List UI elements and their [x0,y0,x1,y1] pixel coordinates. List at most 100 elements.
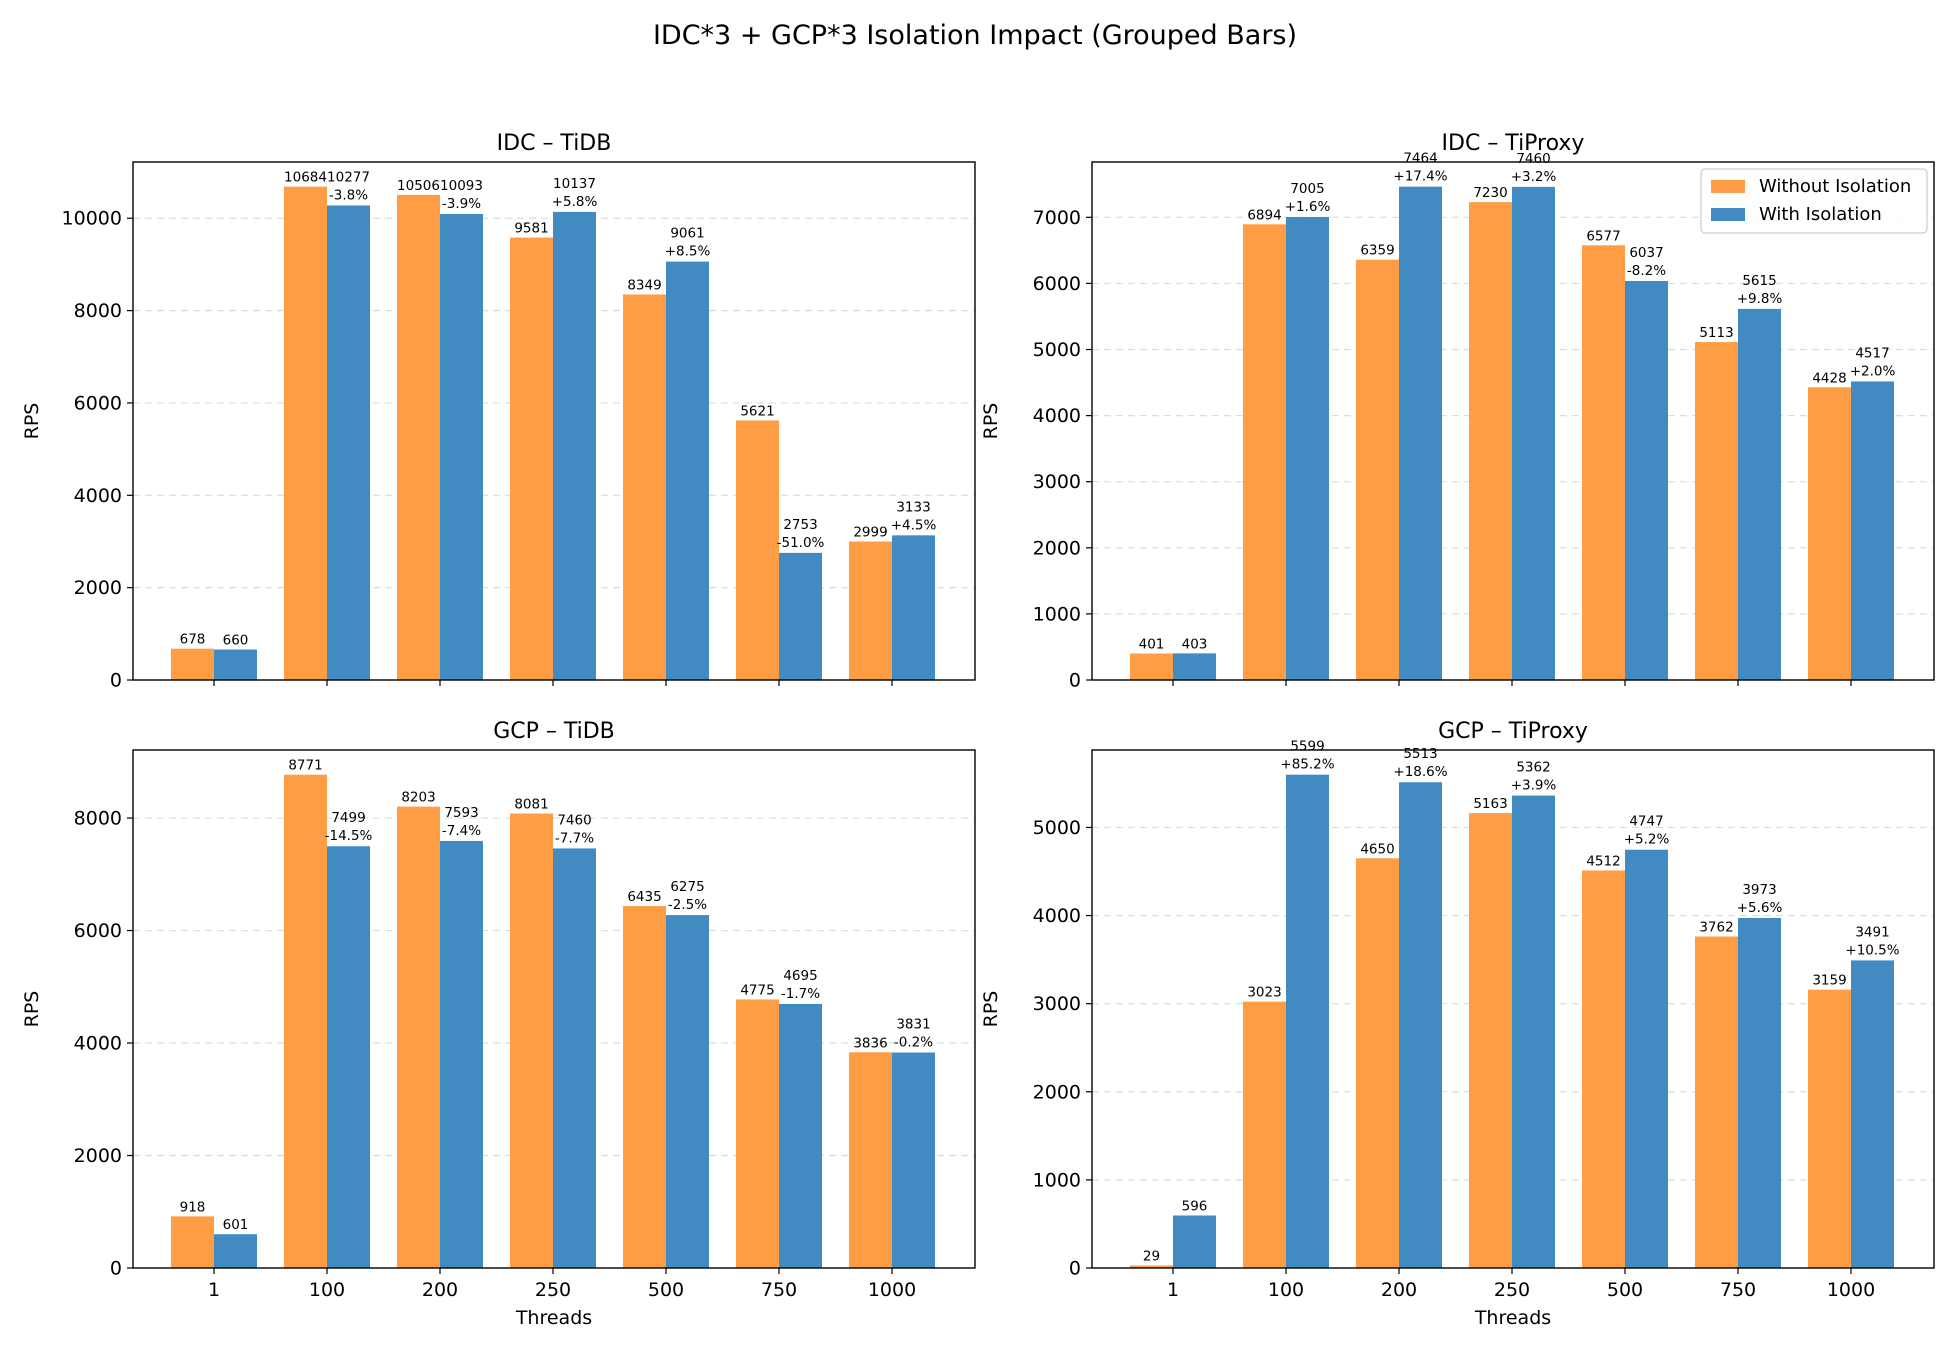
change-label: +5.2% [1624,832,1670,848]
bar-without-isolation [1356,259,1399,680]
panel-title: GCP – TiDB [493,719,615,744]
figure-title: IDC*3 + GCP*3 Isolation Impact (Grouped … [652,20,1298,51]
legend-label: Without Isolation [1759,176,1911,197]
bar-with-isolation [666,261,709,680]
bar-with-isolation [440,213,483,681]
value-label-with: 7460 [557,812,591,828]
y-tick-label: 4000 [74,485,122,507]
y-tick-label: 5000 [1033,339,1081,361]
change-label: +1.6% [1285,199,1331,215]
value-label-without: 9581 [514,221,548,237]
value-label-with: 7005 [1290,181,1324,197]
value-label-with: 7464 [1403,151,1437,167]
value-label-without: 6577 [1586,228,1620,244]
change-label: +85.2% [1280,757,1334,773]
value-label-with: 7499 [331,810,365,826]
value-label-with: 7460 [1516,151,1550,167]
bar-with-isolation [327,205,370,680]
bar-without-isolation [397,194,440,680]
value-label-without: 8203 [401,790,435,806]
bar-with-isolation [1738,308,1781,680]
chart-panel-2: 401 403 6894 7005 +1.6% 6359 7464 +17.4% 7230 746… [980,131,1935,692]
bar-without-isolation [1356,858,1399,1268]
y-tick-label: 0 [1069,670,1081,692]
x-tick-label: 1 [208,1279,220,1301]
value-label-without: 4775 [740,982,774,998]
value-label-without: 5113 [1699,325,1733,341]
bar-without-isolation [1469,813,1512,1268]
value-label-without: 3762 [1699,920,1733,936]
y-tick-label: 0 [110,670,122,692]
change-label: -1.7% [781,986,820,1002]
y-tick-label: 3000 [1033,471,1081,493]
bar-without-isolation [397,806,440,1268]
change-label: -3.8% [329,187,368,203]
bar-with-isolation [779,1003,822,1268]
x-axis-label: Threads [515,1307,592,1329]
chart-panel-4: 29 596 1 3023 5599 +85.2% 100 4650 5513 +18.6% 200… [980,719,1935,1329]
bar-with-isolation [1173,1215,1216,1268]
y-tick-label: 6000 [74,920,122,942]
value-label-with: 601 [223,1217,249,1233]
value-label-with: 7593 [444,805,478,821]
y-tick-label: 1000 [1033,1169,1081,1191]
bar-without-isolation [1130,1265,1173,1268]
x-tick-label: 750 [761,1279,797,1301]
change-label: -3.9% [442,196,481,212]
change-label: +18.6% [1393,764,1447,780]
bar-with-isolation [214,649,257,680]
value-label-without: 401 [1139,636,1165,652]
change-label: -7.7% [555,830,594,846]
y-axis-label: RPS [21,403,43,440]
axes-frame [1091,161,1935,681]
value-label-without: 7230 [1473,185,1507,201]
x-axis-label: Threads [1474,1307,1551,1329]
x-tick-label: 1000 [1827,1279,1875,1301]
y-tick-label: 5000 [1033,817,1081,839]
bar-without-isolation [849,1052,892,1268]
bar-with-isolation [327,846,370,1268]
x-tick-label: 1000 [868,1279,916,1301]
y-tick-label: 4000 [74,1033,122,1055]
panel-title: IDC – TiProxy [1442,131,1585,156]
change-label: +5.6% [1737,900,1783,916]
value-label-without: 4650 [1360,841,1394,857]
x-tick-label: 500 [648,1279,684,1301]
change-label: +9.8% [1737,291,1783,307]
bar-with-isolation [553,211,596,681]
value-label-without: 10684 [284,170,327,186]
y-tick-label: 8000 [74,808,122,830]
bar-with-isolation [214,1234,257,1268]
y-axis-label: RPS [980,991,1002,1028]
value-label-without: 918 [180,1199,206,1215]
value-label-without: 2999 [853,525,887,541]
x-tick-label: 250 [535,1279,571,1301]
value-label-with: 5362 [1516,760,1550,776]
bar-with-isolation [1851,960,1894,1268]
bar-without-isolation [736,420,779,680]
value-label-without: 4512 [1586,853,1620,869]
bar-without-isolation [1243,1001,1286,1268]
value-label-without: 8771 [288,758,322,774]
bar-without-isolation [1582,870,1625,1268]
legend: Without Isolation With Isolation [1700,168,1928,234]
value-label-without: 6435 [627,889,661,905]
axes-frame [1091,749,1935,1269]
value-label-without: 8349 [627,277,661,293]
value-label-with: 3133 [896,499,930,515]
legend-swatch-with [1711,208,1745,221]
x-tick-label: 100 [309,1279,345,1301]
value-label-with: 10093 [440,178,483,194]
value-label-without: 3159 [1812,973,1846,989]
legend-frame [1700,168,1928,234]
y-tick-label: 6000 [1033,273,1081,295]
x-tick-label: 200 [422,1279,458,1301]
y-tick-label: 2000 [74,1145,122,1167]
bar-without-isolation [1695,342,1738,680]
bar-with-isolation [892,535,935,680]
bar-with-isolation [1738,917,1781,1268]
value-label-with: 660 [223,633,249,649]
value-label-with: 10137 [553,176,596,192]
value-label-without: 6894 [1247,207,1281,223]
value-label-with: 6037 [1629,245,1663,261]
